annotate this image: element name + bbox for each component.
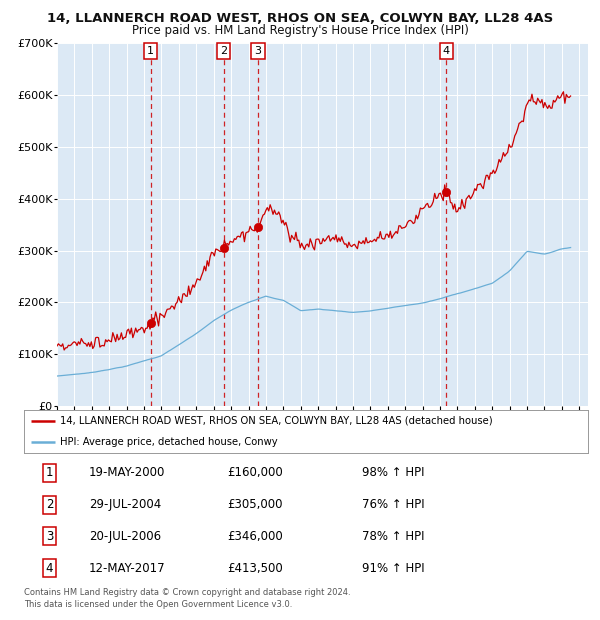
Text: 76% ↑ HPI: 76% ↑ HPI [362,498,425,511]
Text: 29-JUL-2004: 29-JUL-2004 [89,498,161,511]
Text: 12-MAY-2017: 12-MAY-2017 [89,562,166,575]
Text: 91% ↑ HPI: 91% ↑ HPI [362,562,425,575]
Text: £305,000: £305,000 [227,498,283,511]
Text: 98% ↑ HPI: 98% ↑ HPI [362,466,425,479]
Text: Price paid vs. HM Land Registry's House Price Index (HPI): Price paid vs. HM Land Registry's House … [131,24,469,37]
Text: Contains HM Land Registry data © Crown copyright and database right 2024.: Contains HM Land Registry data © Crown c… [24,588,350,597]
Text: £346,000: £346,000 [227,530,283,543]
Text: £413,500: £413,500 [227,562,283,575]
Text: 4: 4 [443,46,450,56]
Text: 14, LLANNERCH ROAD WEST, RHOS ON SEA, COLWYN BAY, LL28 4AS: 14, LLANNERCH ROAD WEST, RHOS ON SEA, CO… [47,12,553,25]
Text: £160,000: £160,000 [227,466,283,479]
Text: 2: 2 [220,46,227,56]
Text: 3: 3 [254,46,262,56]
Text: HPI: Average price, detached house, Conwy: HPI: Average price, detached house, Conw… [59,437,277,447]
Text: This data is licensed under the Open Government Licence v3.0.: This data is licensed under the Open Gov… [24,600,292,609]
Text: 3: 3 [46,530,53,543]
Text: 1: 1 [46,466,53,479]
Text: 4: 4 [46,562,53,575]
Text: 14, LLANNERCH ROAD WEST, RHOS ON SEA, COLWYN BAY, LL28 4AS (detached house): 14, LLANNERCH ROAD WEST, RHOS ON SEA, CO… [59,416,492,426]
Text: 1: 1 [147,46,154,56]
Text: 78% ↑ HPI: 78% ↑ HPI [362,530,425,543]
Text: 20-JUL-2006: 20-JUL-2006 [89,530,161,543]
Text: 19-MAY-2000: 19-MAY-2000 [89,466,165,479]
Text: 2: 2 [46,498,53,511]
